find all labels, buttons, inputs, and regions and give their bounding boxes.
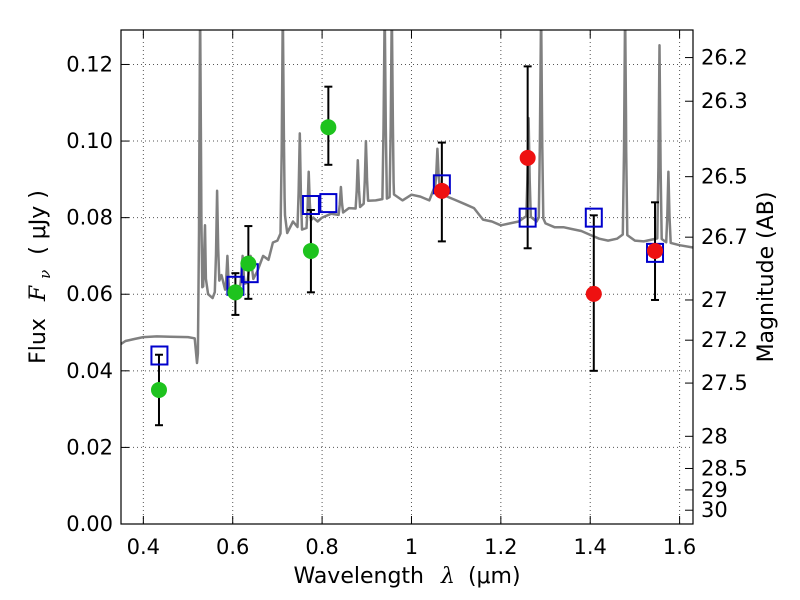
y-tick-label: 0.00 — [66, 512, 113, 536]
observed-point — [320, 119, 337, 136]
plot-area — [121, 30, 693, 427]
observed-point — [585, 285, 602, 302]
plot-frame — [120, 29, 694, 525]
magnitude-tick-label: 27.2 — [701, 328, 748, 352]
magnitude-tick-label: 29 — [701, 478, 728, 502]
y-axis: 0.00 0.02 0.04 0.06 0.08 0.10 0.12 — [66, 52, 129, 536]
y-tick-label: 0.04 — [66, 359, 113, 383]
magnitude-tick-label: 26.5 — [701, 165, 748, 189]
observed-point — [433, 182, 450, 199]
observed-point — [647, 242, 664, 259]
y-tick-label: 0.02 — [66, 435, 113, 459]
y-tick-label: 0.06 — [66, 282, 113, 306]
x-tick-label: 1.6 — [663, 535, 696, 559]
x-tick-label: 1.2 — [484, 535, 517, 559]
y-tick-label: 0.12 — [66, 52, 113, 76]
model-photometry-square — [301, 195, 320, 216]
y-axis-label: Flux F ν ( μJy ) — [26, 190, 56, 364]
model-photometry-square — [319, 193, 338, 214]
y-tick-label: 0.08 — [66, 206, 113, 230]
observed-point — [519, 149, 536, 166]
data-points — [150, 119, 665, 398]
x-axis: 0.4 0.6 0.8 1 1.2 1.4 1.6 — [127, 30, 696, 559]
y-tick-label: 0.10 — [66, 129, 113, 153]
magnitude-tick-label: 28.5 — [701, 456, 748, 480]
magnitude-tick-label: 27 — [701, 288, 728, 312]
magnitude-tick-label: 27.5 — [701, 371, 748, 395]
magnitude-tick-label: 28 — [701, 424, 728, 448]
x-tick-label: 1.4 — [574, 535, 607, 559]
magnitude-tick-label: 30 — [701, 498, 728, 522]
magnitude-axis-label: Magnitude (AB) — [754, 192, 779, 363]
x-tick-label: 0.8 — [305, 535, 338, 559]
x-tick-label: 0.6 — [216, 535, 249, 559]
error-bars — [154, 65, 660, 427]
magnitude-tick-label: 26.3 — [701, 89, 748, 113]
observed-point — [150, 381, 167, 398]
x-tick-label: 1 — [405, 535, 418, 559]
model-sed-line — [121, 30, 693, 365]
observed-point — [240, 255, 257, 272]
x-tick-label: 0.4 — [127, 535, 160, 559]
observed-point — [302, 242, 319, 259]
magnitude-tick-label: 26.2 — [701, 46, 748, 70]
model-photometry-square — [584, 207, 603, 228]
x-axis-label: Wavelength λ (μm) — [293, 564, 520, 589]
model-photometry-square — [518, 207, 537, 228]
model-photometry-square — [150, 345, 169, 366]
observed-point — [227, 284, 244, 301]
magnitude-tick-label: 26.7 — [701, 225, 748, 249]
